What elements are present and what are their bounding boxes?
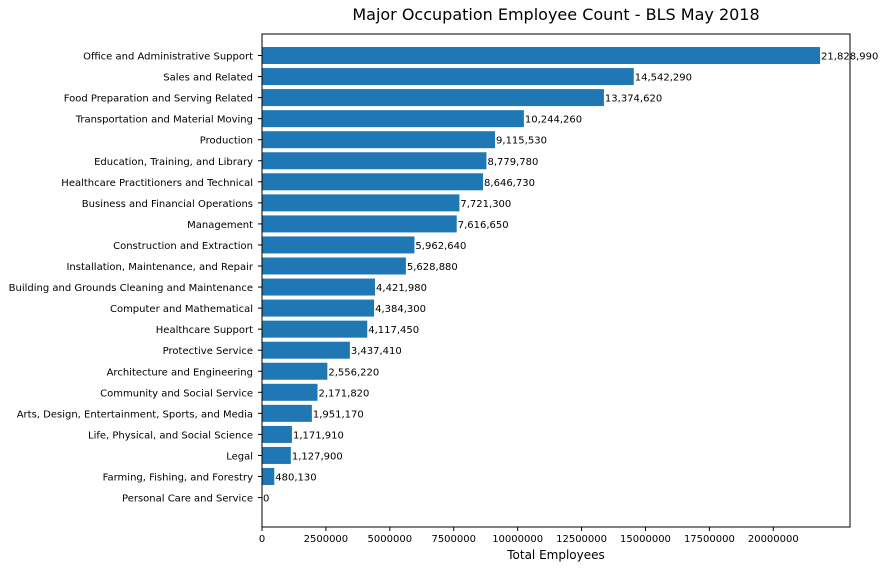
bar-value-label: 5,628,880 bbox=[407, 262, 458, 273]
bar-value-label: 10,244,260 bbox=[525, 115, 582, 126]
x-axis-label: Total Employees bbox=[506, 548, 605, 562]
bar bbox=[262, 468, 275, 485]
bar bbox=[262, 110, 524, 128]
bar bbox=[262, 194, 460, 212]
bar-value-label: 4,117,450 bbox=[368, 325, 419, 336]
y-tick-label: Food Preparation and Serving Related bbox=[64, 94, 253, 105]
bar bbox=[262, 215, 457, 233]
x-tick-label: 10000000 bbox=[492, 534, 543, 545]
chart-title: Major Occupation Employee Count - BLS Ma… bbox=[352, 5, 759, 24]
y-tick-label: Computer and Mathematical bbox=[110, 304, 253, 315]
y-tick-label: Architecture and Engineering bbox=[107, 367, 253, 378]
bar-value-label: 3,437,410 bbox=[351, 346, 402, 357]
bar-value-label: 13,374,620 bbox=[605, 94, 662, 105]
bar bbox=[262, 425, 292, 443]
y-tick-label: Protective Service bbox=[163, 346, 253, 357]
bar bbox=[262, 152, 487, 170]
bar-value-label: 1,171,910 bbox=[293, 430, 344, 441]
y-tick-label: Building and Grounds Cleaning and Mainte… bbox=[9, 283, 253, 294]
y-tick-label: Sales and Related bbox=[163, 73, 253, 84]
y-tick-label: Community and Social Service bbox=[100, 388, 253, 399]
bar-value-label: 1,951,170 bbox=[313, 409, 364, 420]
bar bbox=[262, 278, 376, 296]
bar bbox=[262, 383, 318, 401]
x-axis: 0 2500000 5000000 7500000 10000000 12500000 15… bbox=[259, 527, 799, 545]
bar-value-label: 4,384,300 bbox=[375, 304, 426, 315]
bar bbox=[262, 257, 406, 275]
plot-frame bbox=[261, 33, 851, 528]
y-tick-label: Management bbox=[187, 220, 253, 231]
y-tick-label: Education, Training, and Library bbox=[94, 157, 253, 168]
x-tick-label: 12500000 bbox=[556, 534, 607, 545]
y-tick-label: Personal Care and Service bbox=[122, 494, 253, 505]
bar-value-label: 7,721,300 bbox=[460, 199, 511, 210]
bar bbox=[262, 131, 496, 149]
y-tick-label: Farming, Fishing, and Forestry bbox=[103, 473, 253, 484]
bar bbox=[262, 362, 328, 380]
y-axis-labels: Office and Administrative Support Sales a… bbox=[9, 52, 262, 505]
bar bbox=[262, 173, 484, 191]
x-tick-label: 5000000 bbox=[368, 534, 413, 545]
bar bbox=[262, 446, 291, 464]
x-tick-label: 2500000 bbox=[304, 534, 349, 545]
y-tick-label: Healthcare Support bbox=[156, 325, 253, 336]
bar bbox=[262, 89, 604, 107]
bar-value-label: 2,556,220 bbox=[328, 367, 379, 378]
value-labels-layer: 21,828,99014,542,29013,374,62010,244,260… bbox=[263, 52, 878, 505]
bar-value-label: 8,779,780 bbox=[487, 157, 538, 168]
bar-value-label: 480,130 bbox=[275, 473, 316, 484]
bar bbox=[262, 236, 415, 254]
y-tick-label: Healthcare Practitioners and Technical bbox=[61, 178, 253, 189]
y-tick-label: Business and Financial Operations bbox=[82, 199, 253, 210]
y-tick-label: Construction and Extraction bbox=[113, 241, 253, 252]
y-tick-label: Production bbox=[200, 136, 253, 147]
bar-value-label: 2,171,820 bbox=[319, 388, 370, 399]
bars-layer bbox=[262, 47, 821, 485]
x-tick-label: 15000000 bbox=[620, 534, 671, 545]
y-tick-label: Life, Physical, and Social Science bbox=[88, 430, 253, 441]
bar-value-label: 8,646,730 bbox=[484, 178, 535, 189]
y-tick-label: Office and Administrative Support bbox=[83, 52, 253, 63]
bar bbox=[262, 47, 821, 64]
x-tick-label: 17500000 bbox=[684, 534, 735, 545]
bar-value-label: 14,542,290 bbox=[635, 73, 692, 84]
x-tick-label: 20000000 bbox=[748, 534, 799, 545]
bar-value-label: 4,421,980 bbox=[376, 283, 427, 294]
y-tick-label: Transportation and Material Moving bbox=[75, 115, 253, 126]
bar-value-label: 9,115,530 bbox=[496, 136, 547, 147]
y-tick-label: Installation, Maintenance, and Repair bbox=[66, 262, 253, 273]
bar-value-label: 5,962,640 bbox=[415, 241, 466, 252]
x-tick-label: 0 bbox=[259, 534, 265, 545]
bar bbox=[262, 299, 375, 317]
bar bbox=[262, 68, 634, 86]
x-tick-label: 7500000 bbox=[431, 534, 476, 545]
y-tick-label: Arts, Design, Entertainment, Sports, and… bbox=[17, 409, 253, 420]
bar-value-label: 0 bbox=[263, 494, 269, 505]
bar-value-label: 7,616,650 bbox=[458, 220, 509, 231]
bar bbox=[262, 341, 350, 359]
bar bbox=[262, 320, 368, 338]
bar-value-label: 1,127,900 bbox=[292, 451, 343, 462]
y-tick-label: Legal bbox=[226, 451, 253, 462]
bar bbox=[262, 404, 312, 422]
